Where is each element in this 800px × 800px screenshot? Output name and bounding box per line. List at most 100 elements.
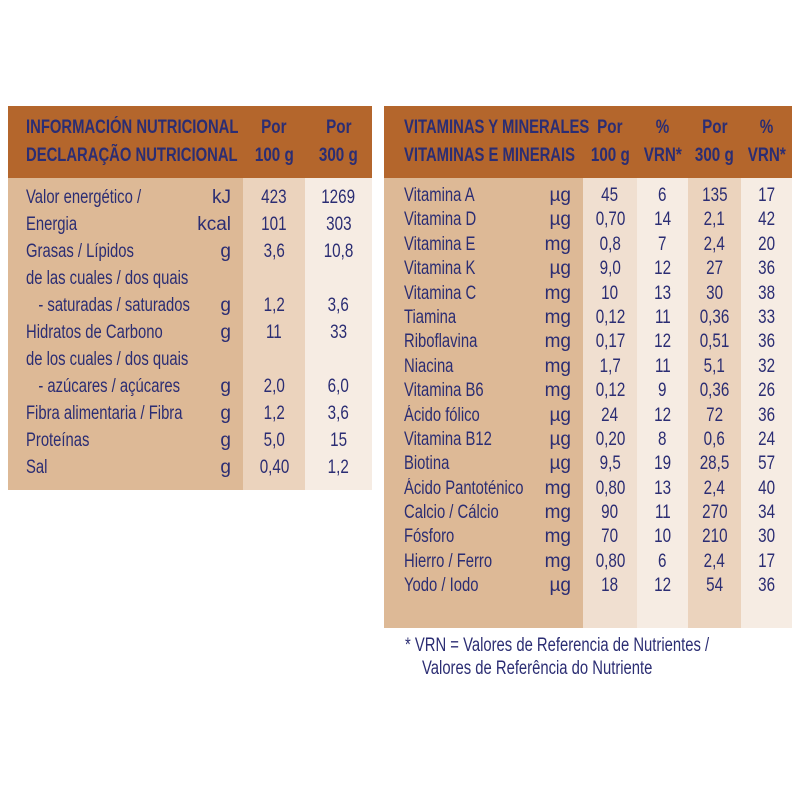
vrn100-column: 6 14 7 12 13 11 12 11 9 12 8 19 13 11 10 6 12: [637, 178, 688, 628]
row-per100: [243, 265, 305, 292]
row-vrn300-text: 33: [758, 306, 775, 328]
row-vrn100-text: 13: [654, 477, 671, 499]
row-unit: mg: [544, 550, 571, 572]
row-per300-text: 0,6: [703, 428, 726, 450]
row-vrn300: 36: [741, 257, 792, 281]
per100-column: 423 101 3,6 1,2 11 2,0 1,2 5,0 0,40: [243, 178, 305, 490]
row-per100: 1,7: [583, 355, 637, 379]
row-vrn300: 34: [741, 501, 792, 525]
row-per300: [305, 265, 372, 292]
col-header-line: Por: [597, 117, 623, 138]
col-header-line: Por: [325, 117, 352, 138]
row-vrn100-text: 12: [654, 331, 671, 353]
col-header-line: Por: [701, 117, 728, 138]
row-label-text: Vitamina K: [404, 258, 476, 280]
row-label-text: Proteínas: [26, 430, 90, 451]
per300-column: 135 2,1 2,4 27 30 0,36 0,51 5,1 0,36 72 0,6 28,5 2,4…: [688, 178, 741, 628]
row-vrn100: 11: [637, 306, 688, 330]
row-vrn100: 12: [637, 257, 688, 281]
row-per100: 10: [583, 282, 637, 306]
row-vrn300: 33: [741, 306, 792, 330]
row-label-text: Fósforo: [404, 526, 455, 548]
row-per300: 3,6: [305, 400, 372, 427]
row-label: - saturadas / saturados g: [26, 292, 243, 319]
row-label: Fibra alimentaria / Fibra g: [26, 400, 243, 427]
row-per100: 9,0: [583, 257, 637, 281]
row-per100: 0,12: [583, 379, 637, 403]
col-header-line: 300 g: [695, 145, 734, 166]
row-per100: 0,80: [583, 477, 637, 501]
row-unit: mg: [544, 331, 571, 353]
row-label: Grasas / Lípidos g: [26, 238, 243, 265]
row-per300-text: 135: [701, 185, 728, 206]
row-unit: µg: [549, 258, 571, 280]
row-per300: 135: [688, 184, 741, 208]
row-per300: 2,4: [688, 550, 741, 574]
row-per300-text: 30: [706, 282, 723, 304]
row-per100: 9,5: [583, 452, 637, 476]
row-per300-text: 2,4: [703, 550, 726, 572]
row-per100-text: 0,20: [595, 428, 625, 450]
col-header-line: VRN*: [747, 145, 786, 166]
row-per100: 2,0: [243, 373, 305, 400]
title-pt: VITAMINAS E MINERAIS: [404, 145, 575, 166]
row-label: Vitamina D µg: [404, 208, 583, 232]
row-per300-text: 5,1: [703, 355, 726, 377]
row-per300-text: 2,4: [703, 477, 726, 499]
row-unit: mg: [544, 233, 571, 255]
row-unit: kcal: [197, 214, 231, 235]
row-per100-text: 0,12: [595, 306, 625, 328]
row-vrn100-text: 11: [654, 306, 671, 328]
row-per300: 1269: [305, 184, 372, 211]
row-vrn100: 14: [637, 208, 688, 232]
row-label: Tiamina mg: [404, 306, 583, 330]
row-unit: mg: [544, 355, 571, 377]
row-per300: 28,5: [688, 452, 741, 476]
row-unit: g: [220, 457, 231, 478]
label-column: Valor energético / kJ Energia kcal Grasas / …: [8, 178, 243, 490]
per300-column: 1269 303 10,8 3,6 33 6,0 3,6 15 1,2: [305, 178, 372, 490]
row-per100-text: 0,70: [595, 209, 625, 231]
vitamins-title: VITAMINAS Y MINERALES VITAMINAS E MINERA…: [384, 106, 589, 178]
title-es: INFORMACIÓN NUTRICIONAL: [26, 117, 239, 138]
row-per100-text: 9,5: [599, 453, 621, 475]
row-label-text: Fibra alimentaria / Fibra: [26, 403, 183, 424]
row-label-text: Yodo / Iodo: [404, 575, 479, 597]
row-per300: 0,6: [688, 428, 741, 452]
row-vrn300: 26: [741, 379, 792, 403]
row-unit: g: [220, 322, 231, 343]
nutrition-body: Valor energético / kJ Energia kcal Grasas / …: [8, 178, 372, 490]
row-unit: g: [220, 295, 231, 316]
row-per300-text: 27: [706, 258, 723, 280]
col-vrn100-header: % VRN*: [637, 106, 688, 178]
row-per300: 10,8: [305, 238, 372, 265]
row-per300-text: 270: [701, 502, 728, 524]
row-unit: g: [220, 430, 231, 451]
row-per300: 2,4: [688, 233, 741, 257]
row-label-text: - saturadas / saturados: [26, 295, 190, 316]
row-vrn300: 40: [741, 477, 792, 501]
row-vrn300-text: 36: [758, 575, 775, 597]
row-per100-text: 1,7: [599, 355, 621, 377]
row-per300: 0,36: [688, 379, 741, 403]
row-label-text: Grasas / Lípidos: [26, 241, 134, 262]
row-unit: g: [220, 376, 231, 397]
row-unit: mg: [544, 380, 571, 402]
row-per300: 303: [305, 211, 372, 238]
row-per300: 5,1: [688, 355, 741, 379]
row-vrn300-text: 17: [758, 550, 775, 572]
row-per100-text: 0,80: [595, 477, 625, 499]
row-vrn300: 17: [741, 550, 792, 574]
row-per300: 0,51: [688, 330, 741, 354]
row-per100-text: 24: [601, 404, 619, 426]
row-label: Ácido fólico µg: [404, 404, 583, 428]
row-per100: 0,8: [583, 233, 637, 257]
col-per300-header: Por 300 g: [305, 106, 372, 178]
row-vrn100: 6: [637, 550, 688, 574]
row-per300: 2,1: [688, 208, 741, 232]
row-label-text: Vitamina D: [404, 209, 477, 231]
footnote: * VRN = Valores de Referencia de Nutrien…: [405, 634, 795, 680]
row-vrn100: 10: [637, 525, 688, 549]
col-header-line: 100 g: [254, 145, 294, 166]
row-vrn300-text: 42: [758, 209, 775, 231]
